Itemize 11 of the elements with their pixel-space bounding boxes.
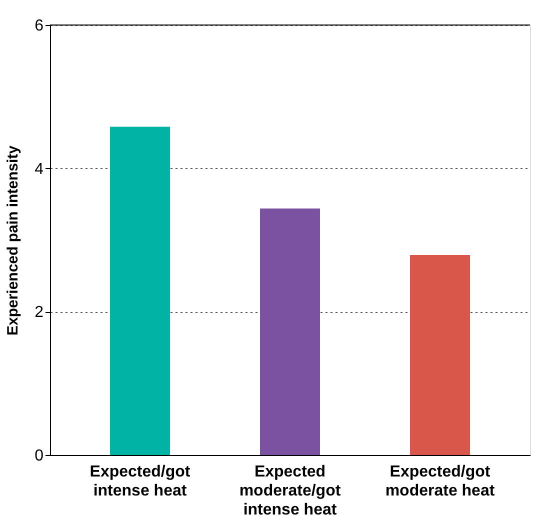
y-axis-title: Experienced pain intensity [4, 144, 22, 336]
x-tick-label: Expected moderate/got intense heat [239, 464, 342, 518]
y-tick-label: 2 [34, 304, 44, 322]
y-tick-label: 6 [34, 18, 44, 34]
y-tick-label: 0 [34, 448, 44, 464]
bar [410, 255, 470, 455]
x-tick-label: Expected/got intense heat [90, 464, 191, 500]
bar [260, 208, 320, 455]
y-tick-label: 4 [34, 160, 44, 178]
x-tick-label: Expected/got moderate heat [385, 464, 496, 500]
bar [110, 126, 170, 455]
